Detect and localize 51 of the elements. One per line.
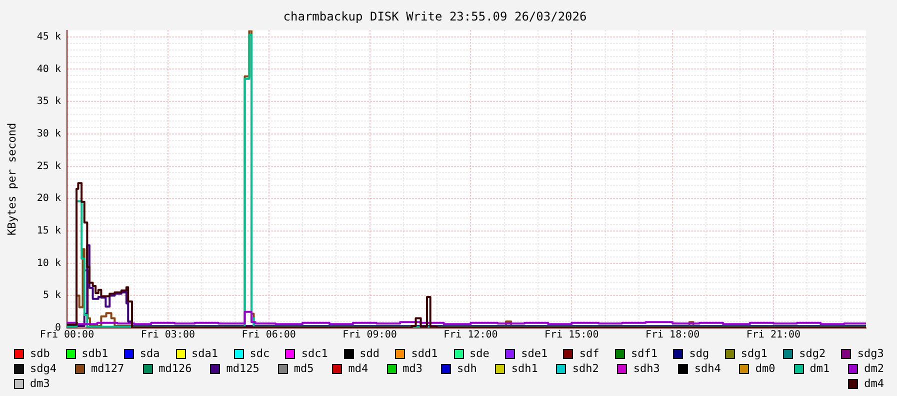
y-tick-label: 15 k	[36, 226, 61, 237]
legend-label: sdh3	[633, 362, 660, 375]
legend-label: dm4	[864, 377, 884, 390]
legend-label: sdb	[30, 347, 50, 360]
legend-label: sdd1	[411, 347, 438, 360]
legend-label: sde1	[521, 347, 548, 360]
legend-label: sdg1	[740, 347, 768, 360]
legend-label: sdf1	[631, 347, 658, 360]
legend-label: sdh4	[694, 362, 721, 375]
y-tick-label: 30 k	[36, 128, 61, 140]
legend-label: sde	[470, 347, 490, 360]
legend-label: md4	[348, 362, 368, 375]
legend-label: md5	[294, 362, 314, 375]
legend-label: sdf	[579, 347, 600, 360]
x-tick-label: Fri 03:00	[140, 330, 196, 341]
legend-label: md127	[91, 362, 124, 375]
y-tick-label: 40 k	[36, 64, 61, 75]
y-tick-label: 45 k	[36, 31, 61, 42]
legend-label: sdg3	[857, 347, 884, 360]
legend-label: sdg2	[799, 347, 826, 360]
y-tick-label: 35 k	[36, 96, 61, 108]
x-tick-label: Fri 12:00	[444, 330, 498, 341]
legend-label: sda	[140, 347, 160, 360]
y-tick-label: 20 k	[36, 193, 61, 204]
legend-label: sda1	[192, 347, 218, 360]
x-tick-label: Fri 18:00	[645, 330, 700, 341]
legend-label: sdh	[457, 362, 477, 375]
x-tick-label: Fri 21:00	[746, 330, 801, 341]
y-tick-label: 25 k	[36, 160, 61, 172]
y-tick-label: 5 k	[42, 290, 61, 302]
chart-title: charmbackup DISK Write 23:55.09 26/03/2026	[283, 9, 587, 24]
legend-label: sdg	[689, 347, 710, 360]
legend-label: dm1	[810, 362, 830, 375]
legend-label: sdd	[360, 347, 380, 360]
legend-label: sdc	[250, 347, 270, 360]
legend-label: md3	[402, 362, 422, 375]
x-tick-label: Fri 15:00	[544, 330, 599, 341]
legend-label: sdb1	[82, 347, 108, 360]
x-tick-label: Fri 06:00	[242, 330, 296, 341]
legend-label: sdc1	[301, 347, 328, 360]
legend-label: dm0	[755, 362, 776, 375]
legend-label: sdh1	[511, 362, 538, 375]
y-axis-title: KBytes per second	[5, 122, 18, 236]
legend-label: sdh2	[572, 362, 599, 375]
legend-label: md126	[158, 362, 192, 375]
legend-label: md125	[226, 362, 260, 375]
legend-label: dm2	[864, 362, 884, 375]
x-tick-label: Fri 09:00	[342, 330, 397, 341]
y-tick-label: 10 k	[36, 258, 61, 269]
legend-label: dm3	[30, 377, 50, 390]
legend-label: sdg4	[30, 362, 56, 375]
